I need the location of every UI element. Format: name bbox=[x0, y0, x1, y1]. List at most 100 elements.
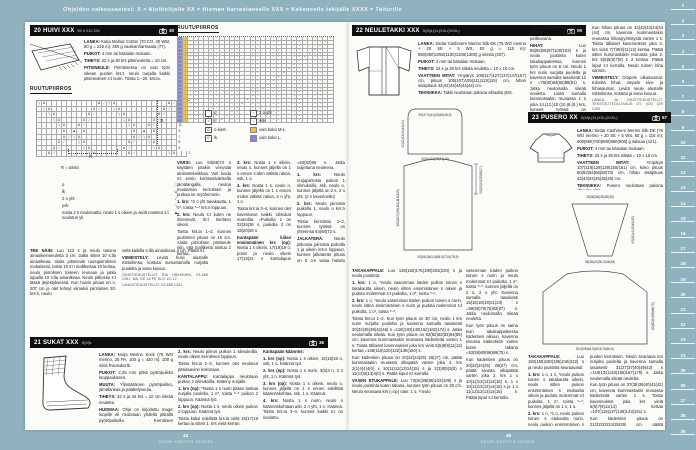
paragraph: 1. krs: *2 o yht takakautta, 1 o*, toist… bbox=[177, 199, 231, 210]
chart-cell bbox=[261, 75, 267, 80]
paragraph: TAKAKAPPALE: Luo 148(162)176(190)204(220… bbox=[352, 268, 462, 279]
chart-cell: • bbox=[188, 64, 194, 69]
chart-cell bbox=[281, 48, 287, 53]
chart-cell: • bbox=[297, 37, 303, 41]
chart-cell bbox=[281, 52, 287, 57]
chart-cell bbox=[286, 64, 293, 69]
chart-cell: o bbox=[281, 72, 287, 76]
chart-cell: • bbox=[188, 44, 194, 49]
chart-cell bbox=[77, 117, 82, 124]
paragraph: Kun kädentien pituus on 20(22)24(25) 26(… bbox=[352, 355, 462, 377]
chart-cell bbox=[286, 99, 293, 104]
chart-cell: • bbox=[318, 95, 324, 100]
chart-cell bbox=[245, 52, 251, 57]
chart-cell bbox=[157, 101, 162, 107]
chart-row: • • • • • • • • • • o • • • • bbox=[178, 72, 334, 76]
chart-color-cell bbox=[178, 37, 184, 41]
paragraph: Toista krs:ia 1–2. Kun työn pituus on 30… bbox=[352, 315, 462, 354]
chart-cell bbox=[172, 140, 177, 146]
chart-row: • • • • • • • • • o • • • • bbox=[178, 75, 334, 80]
chart-cell: • bbox=[318, 87, 324, 92]
chart-row: ••••o•••••••••• bbox=[178, 114, 334, 119]
chart-cell bbox=[328, 44, 334, 49]
chart-cell bbox=[261, 110, 267, 115]
chart-cell: o bbox=[318, 44, 324, 49]
chart-color-cell bbox=[183, 110, 189, 115]
photo-number: 56 bbox=[576, 28, 582, 33]
chart-cell bbox=[82, 151, 87, 157]
chart-cell bbox=[224, 107, 230, 111]
chart-cell: • bbox=[312, 52, 319, 57]
chart-cell bbox=[219, 68, 225, 73]
chart-cell bbox=[245, 87, 251, 92]
ruler-mark: 10 bbox=[671, 140, 695, 147]
chart-cell: U bbox=[127, 151, 132, 157]
chart-cell bbox=[307, 37, 313, 41]
chart-cell bbox=[102, 140, 107, 146]
chart-cell bbox=[97, 140, 102, 146]
chart-cell: • bbox=[271, 72, 277, 76]
chart-cell bbox=[302, 95, 308, 100]
chart-cell bbox=[107, 151, 112, 157]
legend-color-swatch bbox=[250, 126, 257, 134]
chart-cell: • bbox=[255, 68, 261, 73]
legend-item: • n bbox=[205, 118, 247, 125]
chart-color-cell bbox=[183, 107, 189, 111]
chart-cell: • bbox=[214, 118, 220, 123]
chart-cell bbox=[307, 79, 313, 84]
chart-cell bbox=[240, 64, 246, 69]
chart-cell: • bbox=[250, 72, 256, 76]
chart-cell: • bbox=[229, 91, 236, 96]
legend-term: o kiert. bbox=[214, 126, 227, 132]
chart-cell: • bbox=[255, 95, 261, 100]
chart-cell bbox=[132, 101, 137, 107]
chart-cell bbox=[198, 87, 204, 92]
chart-cell: • bbox=[276, 103, 282, 108]
chart-cell: • bbox=[297, 79, 303, 84]
chart-cell bbox=[47, 128, 52, 135]
chart-row: U ▲ U U ▲ U 9 bbox=[37, 128, 190, 135]
chart-cell bbox=[203, 48, 210, 53]
chart-cell: • bbox=[188, 83, 194, 88]
chart-cell bbox=[162, 101, 167, 107]
chart-cell: • bbox=[276, 56, 282, 61]
chart-cell: ∖ bbox=[72, 134, 77, 141]
chart-cell: • bbox=[312, 79, 319, 84]
chart-cell: • bbox=[229, 103, 236, 108]
chart-cell bbox=[92, 123, 97, 129]
chart-cell: ∖ bbox=[122, 117, 127, 124]
chart-cell bbox=[224, 44, 230, 49]
pattern-21-col2: 3. krs: Nosta 1 s oikein, neulo o, kunne… bbox=[237, 160, 291, 262]
chart-cell: • bbox=[209, 75, 215, 80]
chart-cell bbox=[142, 151, 147, 157]
chart-cell bbox=[240, 75, 246, 80]
chart-cell bbox=[245, 48, 251, 53]
chart-cell: • bbox=[229, 87, 236, 92]
legend-symbol: ▲ bbox=[174, 210, 178, 216]
paragraph: HUOMAA: Ohje on kirjoitettu magic loopil… bbox=[99, 406, 173, 424]
legend-term: 2 o yht bbox=[259, 110, 272, 115]
chart-row: • • • • • • • o • • • • • • bbox=[178, 91, 334, 96]
chart-cell bbox=[102, 123, 107, 129]
chart-cell bbox=[167, 134, 172, 141]
chart-cell bbox=[67, 106, 72, 113]
chart-cell: • bbox=[193, 99, 199, 104]
chart-cell bbox=[172, 106, 177, 113]
paragraph: Kantapään käännös: bbox=[263, 349, 304, 354]
chart-color-cell bbox=[183, 99, 189, 104]
chart-cell: ∖ bbox=[57, 123, 62, 129]
chart-cell: • bbox=[312, 114, 319, 119]
chart-cell: • bbox=[292, 103, 298, 108]
chart-cell bbox=[219, 56, 225, 61]
chart-cell: • bbox=[209, 44, 215, 49]
chart-cell: • bbox=[292, 48, 298, 53]
chart-cell bbox=[52, 134, 57, 141]
chart-cell bbox=[286, 44, 293, 49]
chart-cell bbox=[224, 99, 230, 104]
chart-cell bbox=[224, 56, 230, 61]
chart-cell: • bbox=[297, 40, 303, 45]
chart-cell bbox=[286, 114, 293, 119]
legend-term: yvk bbox=[62, 203, 69, 209]
chart-cell: • bbox=[188, 56, 194, 61]
